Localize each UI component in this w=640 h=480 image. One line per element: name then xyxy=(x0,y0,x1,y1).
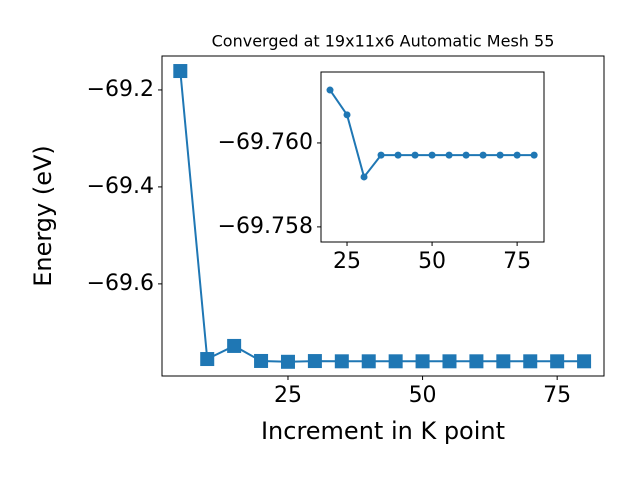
marker xyxy=(307,354,322,369)
marker xyxy=(360,173,368,181)
x-axis-label: Increment in K point xyxy=(261,417,505,445)
marker xyxy=(445,151,453,159)
marker xyxy=(394,151,402,159)
marker xyxy=(334,354,349,369)
y-tick-label: −69.2 xyxy=(87,77,154,102)
marker xyxy=(326,86,334,94)
marker xyxy=(577,354,592,369)
x-tick-label: 50 xyxy=(409,383,437,408)
marker xyxy=(550,354,565,369)
x-tick-label: 25 xyxy=(333,249,361,274)
y-tick-label: −69.4 xyxy=(87,174,154,199)
x-tick-label: 25 xyxy=(274,383,302,408)
marker xyxy=(428,151,436,159)
y-tick-label: −69.758 xyxy=(218,214,313,239)
marker xyxy=(227,338,242,353)
chart-title: Converged at 19x11x6 Automatic Mesh 55 xyxy=(212,32,555,51)
marker xyxy=(388,354,403,369)
marker xyxy=(173,64,188,79)
marker xyxy=(479,151,487,159)
x-tick-label: 75 xyxy=(503,249,531,274)
marker xyxy=(280,354,295,369)
marker xyxy=(530,151,538,159)
marker xyxy=(442,354,457,369)
y-axis-label: Energy (eV) xyxy=(29,145,57,287)
marker xyxy=(254,353,269,368)
y-tick-label: −69.760 xyxy=(218,130,313,155)
marker xyxy=(343,111,351,119)
marker xyxy=(462,151,470,159)
marker xyxy=(415,354,430,369)
marker xyxy=(523,354,538,369)
marker xyxy=(496,354,511,369)
data-line xyxy=(179,70,585,363)
marker xyxy=(361,354,376,369)
y-tick-label: −69.6 xyxy=(87,271,154,296)
marker xyxy=(469,354,484,369)
marker xyxy=(496,151,504,159)
marker xyxy=(513,151,521,159)
x-tick-label: 50 xyxy=(418,249,446,274)
marker xyxy=(377,151,385,159)
marker xyxy=(200,352,215,367)
marker xyxy=(411,151,419,159)
x-tick-label: 75 xyxy=(543,383,571,408)
